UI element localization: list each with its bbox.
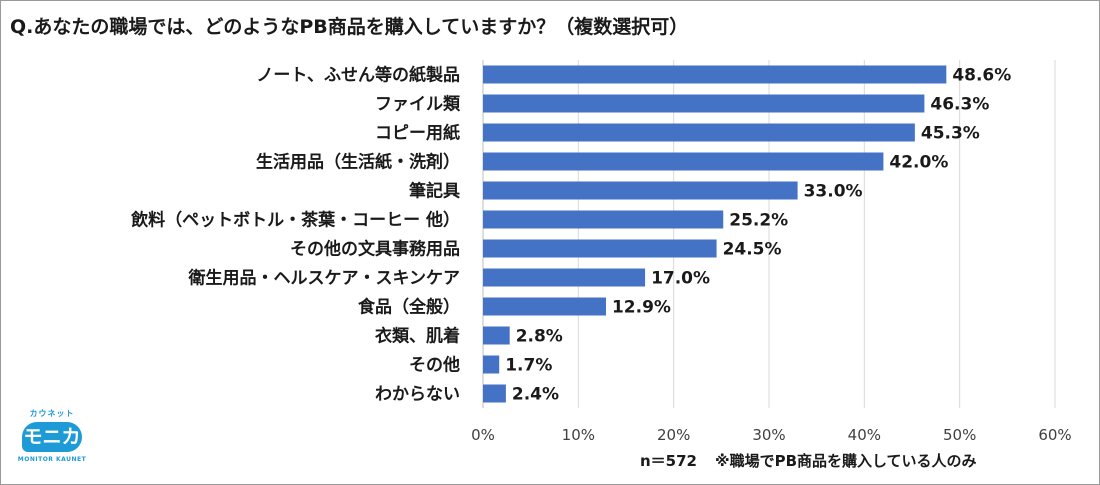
category-label: コピー用紙 [375, 123, 460, 144]
x-tick-label: 0% [471, 426, 495, 444]
category-label: 衣類、肌着 [375, 326, 460, 347]
category-label: 筆記具 [409, 181, 460, 202]
footnote: n＝572 ※職場でPB商品を購入している人のみ [640, 450, 977, 471]
value-label: 12.9% [612, 298, 671, 318]
category-label: 衛生用品・ヘルスケア・スキンケア [188, 268, 461, 289]
value-label: 2.4% [512, 385, 559, 405]
value-label: 33.0% [804, 182, 863, 202]
category-label: その他の文具事務用品 [290, 239, 460, 260]
value-label: 17.0% [651, 269, 710, 289]
category-label: その他 [409, 355, 460, 376]
category-label: 飲料（ペットボトル・茶葉・コーヒー 他） [130, 210, 460, 231]
logo-top-text: カウネット [29, 409, 75, 418]
category-label: ノート、ふせん等の紙製品 [256, 65, 460, 86]
bar [483, 297, 606, 316]
category-label: わからない [375, 385, 460, 405]
value-label: 45.3% [921, 124, 980, 144]
bar [483, 239, 717, 258]
x-tick-label: 50% [943, 426, 976, 444]
bar [483, 210, 724, 229]
bar [483, 384, 506, 403]
value-label: 24.5% [723, 240, 782, 260]
bar [483, 152, 884, 171]
value-label: 42.0% [889, 153, 948, 173]
sample-size: n＝572 [640, 452, 697, 470]
value-label: 2.8% [516, 327, 563, 347]
value-label: 25.2% [729, 211, 788, 231]
bar [483, 94, 925, 113]
bar [483, 268, 646, 287]
category-label: 食品（全般） [358, 297, 460, 318]
x-tick-label: 40% [848, 426, 881, 444]
category-label: 生活用品（生活紙・洗剤） [256, 152, 460, 173]
bar [483, 181, 798, 200]
x-tick-label: 60% [1038, 426, 1071, 444]
bar [483, 326, 510, 345]
value-label: 1.7% [505, 356, 552, 376]
sample-note: ※職場でPB商品を購入している人のみ [715, 452, 977, 470]
bar [483, 355, 500, 374]
logo-bottom-text: MONITOR KAUNET [17, 456, 87, 463]
value-label: 48.6% [952, 66, 1011, 86]
chart-title: Q.あなたの職場では、どのようなPB商品を購入していますか？（複数選択可） [10, 16, 689, 38]
value-label: 46.3% [930, 95, 989, 115]
x-tick-label: 20% [657, 426, 690, 444]
x-tick-label: 30% [752, 426, 785, 444]
bar [483, 123, 915, 142]
x-tick-label: 10% [562, 426, 595, 444]
monica-logo: カウネット モニカ MONITOR KAUNET [12, 408, 92, 470]
logo-main-text: モニカ [22, 422, 82, 452]
category-label: ファイル類 [375, 95, 461, 115]
bar [483, 65, 947, 84]
